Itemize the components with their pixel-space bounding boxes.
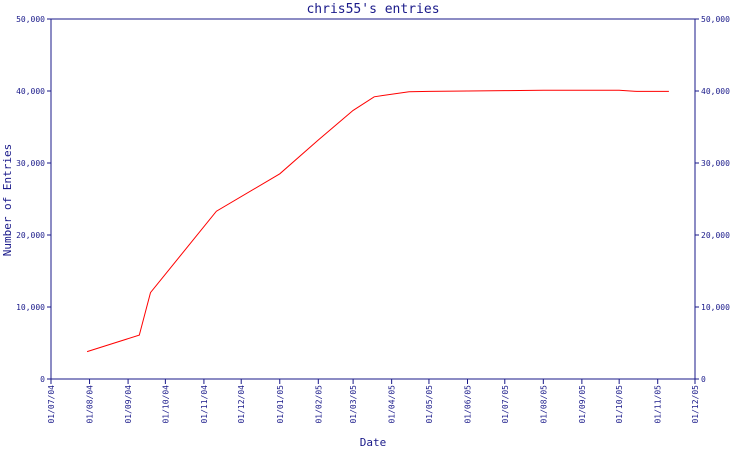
plot-area-frame: [50, 18, 696, 380]
x-tick-label: 01/09/04: [124, 385, 133, 424]
series-line: [86, 89, 669, 353]
x-tick-label: 01/06/05: [463, 385, 472, 424]
x-tick-label: 01/10/04: [161, 385, 170, 424]
x-tick-label: 01/12/04: [237, 385, 246, 424]
x-tick-label: 01/11/04: [200, 385, 209, 424]
y-tick-label-left: 20,000: [16, 231, 45, 240]
x-tick-label: 01/05/05: [425, 385, 434, 424]
x-tick-label: 01/01/05: [276, 385, 285, 424]
x-tick-label: 01/07/05: [501, 385, 510, 424]
x-tick-label: 01/10/05: [615, 385, 624, 424]
x-tick-label: 01/03/05: [349, 385, 358, 424]
x-tick-label: 01/12/05: [691, 385, 700, 424]
y-tick-label-right: 40,000: [701, 87, 730, 96]
x-tick-label: 01/11/05: [654, 385, 663, 424]
x-tick-label: 01/07/04: [47, 385, 56, 424]
y-tick-label-right: 30,000: [701, 159, 730, 168]
x-tick-label: 01/09/05: [578, 385, 587, 424]
y-axis-title: Number of Entries: [1, 144, 14, 257]
x-tick-label: 01/04/05: [388, 385, 397, 424]
y-tick-label-left: 40,000: [16, 87, 45, 96]
y-tick-label-left: 10,000: [16, 303, 45, 312]
y-tick-label-right: 0: [701, 375, 706, 384]
y-tick-label-left: 50,000: [16, 15, 45, 24]
x-tick-label: 01/08/05: [539, 385, 548, 424]
y-tick-label-left: 0: [40, 375, 45, 384]
y-tick-label-right: 10,000: [701, 303, 730, 312]
y-tick-label-right: 50,000: [701, 15, 730, 24]
y-tick-label-right: 20,000: [701, 231, 730, 240]
y-tick-label-left: 30,000: [16, 159, 45, 168]
x-axis-title: Date: [360, 436, 387, 449]
x-tick-label: 01/08/04: [86, 385, 95, 424]
chart-title: chris55's entries: [306, 2, 439, 17]
x-tick-label: 01/02/05: [314, 385, 323, 424]
